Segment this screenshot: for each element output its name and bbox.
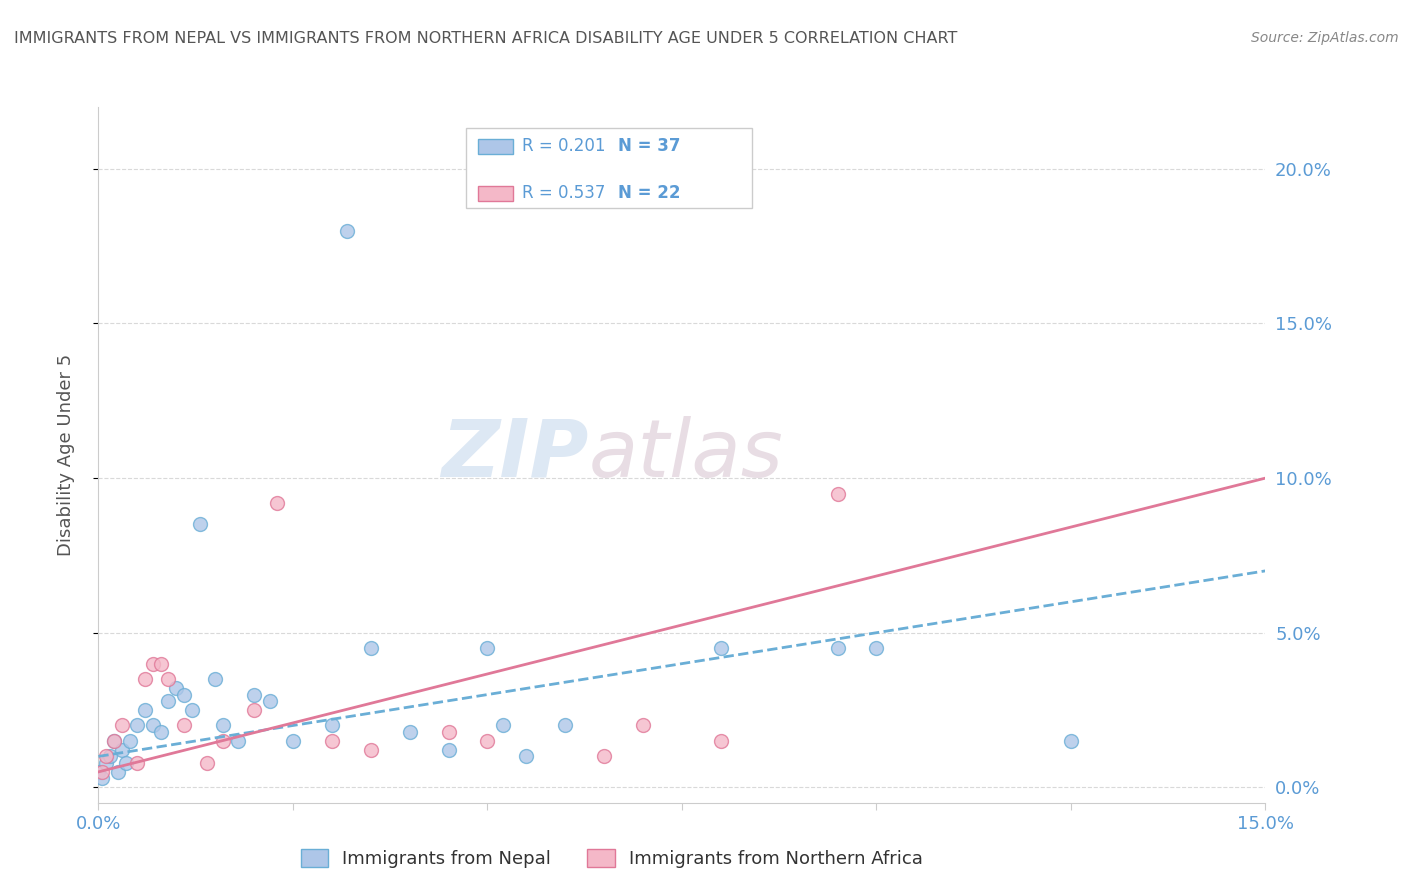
Point bbox=[142, 718, 165, 732]
Point bbox=[111, 743, 134, 757]
Point bbox=[114, 756, 136, 770]
Point bbox=[631, 718, 654, 732]
Point bbox=[1060, 734, 1083, 748]
Text: ZIP: ZIP bbox=[441, 416, 589, 494]
Point bbox=[173, 688, 195, 702]
Text: Source: ZipAtlas.com: Source: ZipAtlas.com bbox=[1251, 31, 1399, 45]
Point bbox=[173, 718, 195, 732]
Point bbox=[204, 672, 226, 686]
Point bbox=[96, 749, 118, 764]
Point bbox=[107, 764, 129, 779]
FancyBboxPatch shape bbox=[478, 186, 513, 201]
Point bbox=[243, 688, 266, 702]
Point bbox=[157, 672, 180, 686]
Point bbox=[360, 641, 382, 656]
Point bbox=[827, 486, 849, 500]
Point bbox=[259, 694, 281, 708]
Point bbox=[127, 756, 149, 770]
Text: IMMIGRANTS FROM NEPAL VS IMMIGRANTS FROM NORTHERN AFRICA DISABILITY AGE UNDER 5 : IMMIGRANTS FROM NEPAL VS IMMIGRANTS FROM… bbox=[14, 31, 957, 46]
Point bbox=[321, 734, 343, 748]
Point bbox=[477, 734, 499, 748]
Text: N = 37: N = 37 bbox=[617, 137, 681, 155]
Point bbox=[91, 771, 114, 785]
Point bbox=[157, 694, 180, 708]
Point bbox=[281, 734, 304, 748]
Text: R = 0.201: R = 0.201 bbox=[522, 137, 606, 155]
Point bbox=[96, 756, 118, 770]
Text: N = 22: N = 22 bbox=[617, 184, 681, 202]
Point bbox=[103, 734, 125, 748]
FancyBboxPatch shape bbox=[478, 139, 513, 154]
Point bbox=[827, 641, 849, 656]
Point bbox=[195, 756, 218, 770]
Point bbox=[336, 224, 359, 238]
Point bbox=[118, 734, 141, 748]
Point bbox=[710, 734, 733, 748]
Point bbox=[134, 703, 156, 717]
Point bbox=[437, 724, 460, 739]
Text: atlas: atlas bbox=[589, 416, 783, 494]
Point bbox=[91, 764, 114, 779]
Point bbox=[127, 718, 149, 732]
Point bbox=[149, 724, 172, 739]
Legend: Immigrants from Nepal, Immigrants from Northern Africa: Immigrants from Nepal, Immigrants from N… bbox=[292, 840, 932, 877]
Point bbox=[360, 743, 382, 757]
Point bbox=[149, 657, 172, 671]
Point bbox=[212, 718, 235, 732]
Y-axis label: Disability Age Under 5: Disability Age Under 5 bbox=[56, 354, 75, 556]
Point bbox=[98, 749, 121, 764]
Point bbox=[515, 749, 537, 764]
Point bbox=[134, 672, 156, 686]
Point bbox=[437, 743, 460, 757]
Point bbox=[188, 517, 211, 532]
Point bbox=[180, 703, 202, 717]
Point bbox=[266, 496, 288, 510]
Point bbox=[865, 641, 887, 656]
Point bbox=[477, 641, 499, 656]
Point bbox=[243, 703, 266, 717]
Point bbox=[593, 749, 616, 764]
Point bbox=[142, 657, 165, 671]
Point bbox=[103, 734, 125, 748]
Point bbox=[710, 641, 733, 656]
Point bbox=[228, 734, 250, 748]
Point bbox=[87, 764, 110, 779]
Text: R = 0.537: R = 0.537 bbox=[522, 184, 606, 202]
Point bbox=[165, 681, 187, 696]
Point bbox=[321, 718, 343, 732]
Point bbox=[212, 734, 235, 748]
Point bbox=[554, 718, 576, 732]
FancyBboxPatch shape bbox=[465, 128, 752, 208]
Point bbox=[398, 724, 420, 739]
Point bbox=[111, 718, 134, 732]
Point bbox=[492, 718, 515, 732]
